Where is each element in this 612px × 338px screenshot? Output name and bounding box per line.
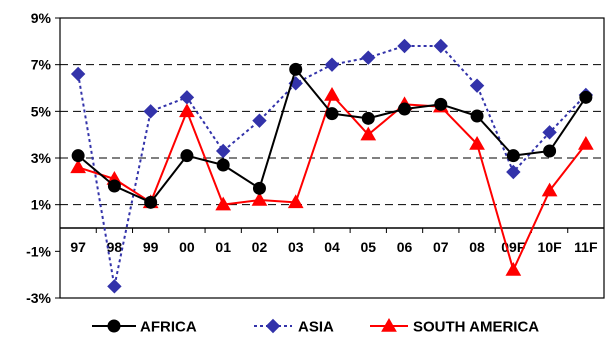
y-tick-label: 9%: [31, 10, 52, 26]
y-tick-label: -1%: [26, 243, 51, 259]
x-tick-label: 02: [252, 239, 268, 255]
data-point-africa: [289, 62, 303, 76]
y-tick-label: -3%: [26, 290, 51, 306]
data-point-asia: [252, 113, 267, 128]
data-point-africa: [325, 107, 339, 121]
data-point-asia: [361, 50, 376, 65]
gridlines: [60, 64, 604, 206]
data-point-asia: [433, 38, 449, 54]
data-point-asia: [70, 66, 86, 82]
legend-label: SOUTH AMERICA: [413, 319, 539, 336]
data-point-africa: [434, 97, 448, 111]
x-tick-label: 01: [215, 239, 231, 255]
data-point-asia: [469, 78, 485, 93]
data-point-south-america: [179, 103, 195, 118]
x-tick-label: 04: [324, 239, 340, 255]
x-tick-label: 05: [360, 239, 376, 255]
data-point-south-america: [578, 135, 594, 150]
data-point-south-america: [360, 126, 377, 141]
legend-label: AFRICA: [140, 319, 197, 336]
y-tick-label: 1%: [31, 197, 52, 213]
data-point-africa: [506, 149, 520, 163]
data-point-africa: [361, 111, 375, 125]
x-tick-label: 06: [397, 239, 413, 255]
x-tick-label: 11F: [574, 239, 598, 255]
legend-marker: [107, 319, 121, 333]
data-point-africa: [252, 181, 266, 195]
legend-marker: [265, 318, 281, 334]
data-point-south-america: [287, 194, 304, 209]
x-tick-label: 00: [179, 239, 195, 255]
data-point-asia: [143, 104, 158, 119]
data-point-south-america: [70, 159, 86, 174]
legend: AFRICA ASIA SOUTH AMERICA: [92, 317, 539, 336]
data-point-africa: [180, 149, 194, 163]
series-group: [70, 38, 594, 294]
data-point-asia: [215, 143, 231, 159]
data-point-south-america: [215, 196, 232, 211]
data-point-africa: [71, 149, 85, 163]
data-point-africa: [144, 195, 158, 209]
x-tick-label: 03: [288, 239, 304, 255]
legend-item-africa: AFRICA: [92, 319, 197, 336]
data-point-south-america: [251, 191, 268, 206]
data-point-asia: [397, 38, 412, 54]
data-point-asia: [107, 279, 122, 294]
data-point-south-america: [324, 86, 340, 101]
data-point-africa: [216, 158, 230, 172]
data-point-asia: [542, 125, 557, 140]
y-tick-label: 3%: [31, 150, 52, 166]
data-point-asia: [324, 57, 340, 72]
x-tick-label: 08: [469, 239, 485, 255]
data-point-asia: [506, 164, 521, 180]
data-point-south-america: [541, 182, 558, 197]
x-tick-label: 10F: [538, 239, 563, 255]
data-point-africa: [579, 90, 593, 104]
data-point-africa: [398, 102, 412, 116]
x-tick-label: 97: [70, 239, 86, 255]
data-point-south-america: [469, 135, 485, 150]
series-africa: [71, 62, 593, 209]
data-point-asia: [179, 90, 195, 105]
data-point-south-america: [505, 261, 522, 276]
legend-item-asia: ASIA: [254, 319, 334, 336]
y-tick-label: 5%: [31, 103, 52, 119]
axes: 9% 7% 5% 3% 1% -1% -3% 97 98 99 00 01 02 03 04 05 06 07 08…: [26, 10, 605, 306]
x-tick-label: 99: [143, 239, 159, 255]
legend-label: ASIA: [298, 319, 334, 336]
legend-marker: [381, 317, 397, 332]
data-point-africa: [107, 179, 121, 193]
data-point-africa: [543, 144, 557, 158]
x-tick-label: 98: [107, 239, 123, 255]
y-tick-label: 7%: [31, 57, 52, 73]
x-tick-label: 07: [433, 239, 449, 255]
data-point-africa: [470, 109, 484, 123]
legend-item-south-america: SOUTH AMERICA: [370, 317, 539, 336]
